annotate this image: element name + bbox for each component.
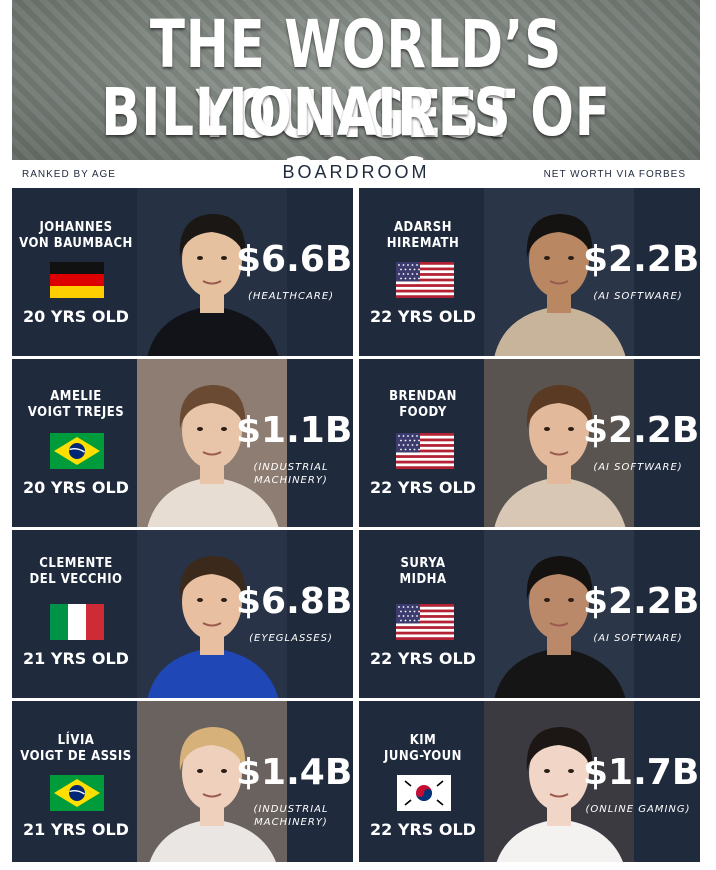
- name-line-2: FOODY: [399, 405, 447, 420]
- net-worth: $6.8B: [236, 581, 353, 622]
- billionaire-card: CLEMENTE DEL VECCHIO 21 YRS OLD $6.8B (EYEGL…: [12, 530, 353, 700]
- germany-flag-icon: [50, 262, 104, 298]
- name-line-1: JOHANNES: [39, 220, 113, 235]
- south-korea-flag-icon: [397, 775, 451, 811]
- industry-line-1: (AI SOFTWARE): [593, 291, 683, 302]
- net-worth: $2.2B: [583, 239, 700, 280]
- portrait-photo: [484, 530, 634, 700]
- net-worth: $1.7B: [583, 752, 700, 793]
- portrait-photo: [484, 359, 634, 529]
- brand-logo: BOARDROOM: [282, 162, 430, 182]
- age-label: 22 YRS OLD: [370, 649, 476, 668]
- industry-label: (INDUSTRIAL MACHINERY): [236, 461, 346, 487]
- usa-flag-icon: [396, 604, 454, 640]
- portrait-photo: [137, 188, 287, 358]
- subheader-strip: RANKED BY AGE BOARDROOM NET WORTH VIA FO…: [12, 160, 700, 188]
- italy-flag-icon: [50, 604, 104, 640]
- billionaire-card: AMELIE VOIGT TREJES 20 YRS OLD $1.1B (INDUST…: [12, 359, 353, 529]
- billionaire-card: JOHANNES VON BAUMBACH 20 YRS OLD $6.6B (HEAL…: [12, 188, 353, 358]
- name-line-1: CLEMENTE: [39, 556, 113, 571]
- net-worth: $2.2B: [583, 410, 700, 451]
- name-line-2: VOIGT TREJES: [27, 405, 125, 420]
- portrait-photo: [137, 701, 287, 862]
- source-note: NET WORTH VIA FORBES: [543, 169, 686, 180]
- name-line-2: VOIGT DE ASSIS: [20, 749, 132, 764]
- industry-line-1: (INDUSTRIAL: [253, 804, 329, 815]
- title-line-1: THE WORLD’S YOUNGEST: [149, 6, 563, 153]
- industry-line-2: MACHINERY): [254, 475, 328, 486]
- name-line-1: SURYA: [400, 556, 446, 571]
- name-line-1: AMELIE: [50, 389, 102, 404]
- age-label: 20 YRS OLD: [23, 307, 129, 326]
- portrait-photo: [137, 530, 287, 700]
- name-line-2: JUNG-YOUN: [384, 749, 462, 764]
- usa-flag-icon: [396, 433, 454, 469]
- row-divider: [12, 527, 700, 530]
- age-label: 21 YRS OLD: [23, 649, 129, 668]
- name-line-2: VON BAUMBACH: [19, 236, 133, 251]
- industry-label: (EYEGLASSES): [236, 632, 346, 645]
- industry-line-1: (INDUSTRIAL: [253, 462, 329, 473]
- billionaire-card: SURYA MIDHA 22 YRS OLD $2.2B (AI SOFTWARE): [359, 530, 700, 700]
- header-banner: THE WORLD’S YOUNGEST BILLIONAIRES OF 202…: [12, 0, 700, 160]
- person-name: KIM JUNG-YOUN: [363, 733, 483, 765]
- age-label: 20 YRS OLD: [23, 478, 129, 497]
- row-divider: [12, 356, 700, 359]
- infographic: THE WORLD’S YOUNGEST BILLIONAIRES OF 202…: [12, 0, 700, 862]
- name-line-2: HIREMATH: [386, 236, 460, 251]
- net-worth: $1.4B: [236, 752, 353, 793]
- industry-label: (AI SOFTWARE): [583, 290, 693, 303]
- industry-label: (HEALTHCARE): [236, 290, 346, 303]
- industry-line-1: (AI SOFTWARE): [593, 462, 683, 473]
- portrait-photo: [484, 701, 634, 862]
- industry-line-1: (HEALTHCARE): [247, 291, 335, 302]
- industry-label: (AI SOFTWARE): [583, 632, 693, 645]
- industry-line-1: (AI SOFTWARE): [593, 633, 683, 644]
- net-worth: $1.1B: [236, 410, 353, 451]
- net-worth: $2.2B: [583, 581, 700, 622]
- ranking-note: RANKED BY AGE: [22, 169, 116, 180]
- net-worth: $6.6B: [236, 239, 353, 280]
- name-line-2: DEL VECCHIO: [29, 572, 123, 587]
- person-name: ADARSH HIREMATH: [363, 220, 483, 252]
- industry-label: (AI SOFTWARE): [583, 461, 693, 474]
- billionaire-card: LÍVIA VOIGT DE ASSIS 21 YRS OLD $1.4B (INDUS…: [12, 701, 353, 862]
- person-name: SURYA MIDHA: [363, 556, 483, 588]
- age-label: 22 YRS OLD: [370, 820, 476, 839]
- person-name: AMELIE VOIGT TREJES: [16, 389, 136, 421]
- person-name: JOHANNES VON BAUMBACH: [16, 220, 136, 252]
- billionaire-card: ADARSH HIREMATH 22 YRS OLD $2.2B (AI SOFTWAR…: [359, 188, 700, 358]
- name-line-2: MIDHA: [399, 572, 447, 587]
- billionaire-card: BRENDAN FOODY 22 YRS OLD $2.2B (AI SOFTWARE): [359, 359, 700, 529]
- age-label: 22 YRS OLD: [370, 307, 476, 326]
- industry-line-1: (ONLINE GAMING): [585, 804, 691, 815]
- industry-line-2: MACHINERY): [254, 817, 328, 828]
- brazil-flag-icon: [50, 775, 104, 811]
- row-divider: [12, 698, 700, 701]
- name-line-1: ADARSH: [393, 220, 453, 235]
- brazil-flag-icon: [50, 433, 104, 469]
- name-line-1: LÍVIA: [57, 733, 95, 748]
- title-line-2: BILLIONAIRES OF 2026: [101, 74, 611, 161]
- portrait-photo: [484, 188, 634, 358]
- name-line-1: KIM: [409, 733, 437, 748]
- industry-label: (INDUSTRIAL MACHINERY): [236, 803, 346, 829]
- person-name: BRENDAN FOODY: [363, 389, 483, 421]
- age-label: 21 YRS OLD: [23, 820, 129, 839]
- column-divider: [353, 188, 359, 862]
- name-line-1: BRENDAN: [389, 389, 457, 404]
- billionaire-card: KIM JUNG-YOUN 22 YRS OLD $1.7B (ONLINE GAMIN…: [359, 701, 700, 862]
- industry-line-1: (EYEGLASSES): [249, 633, 333, 644]
- portrait-photo: [137, 359, 287, 529]
- person-name: CLEMENTE DEL VECCHIO: [16, 556, 136, 588]
- person-name: LÍVIA VOIGT DE ASSIS: [16, 733, 136, 765]
- industry-label: (ONLINE GAMING): [583, 803, 693, 816]
- age-label: 22 YRS OLD: [370, 478, 476, 497]
- usa-flag-icon: [396, 262, 454, 298]
